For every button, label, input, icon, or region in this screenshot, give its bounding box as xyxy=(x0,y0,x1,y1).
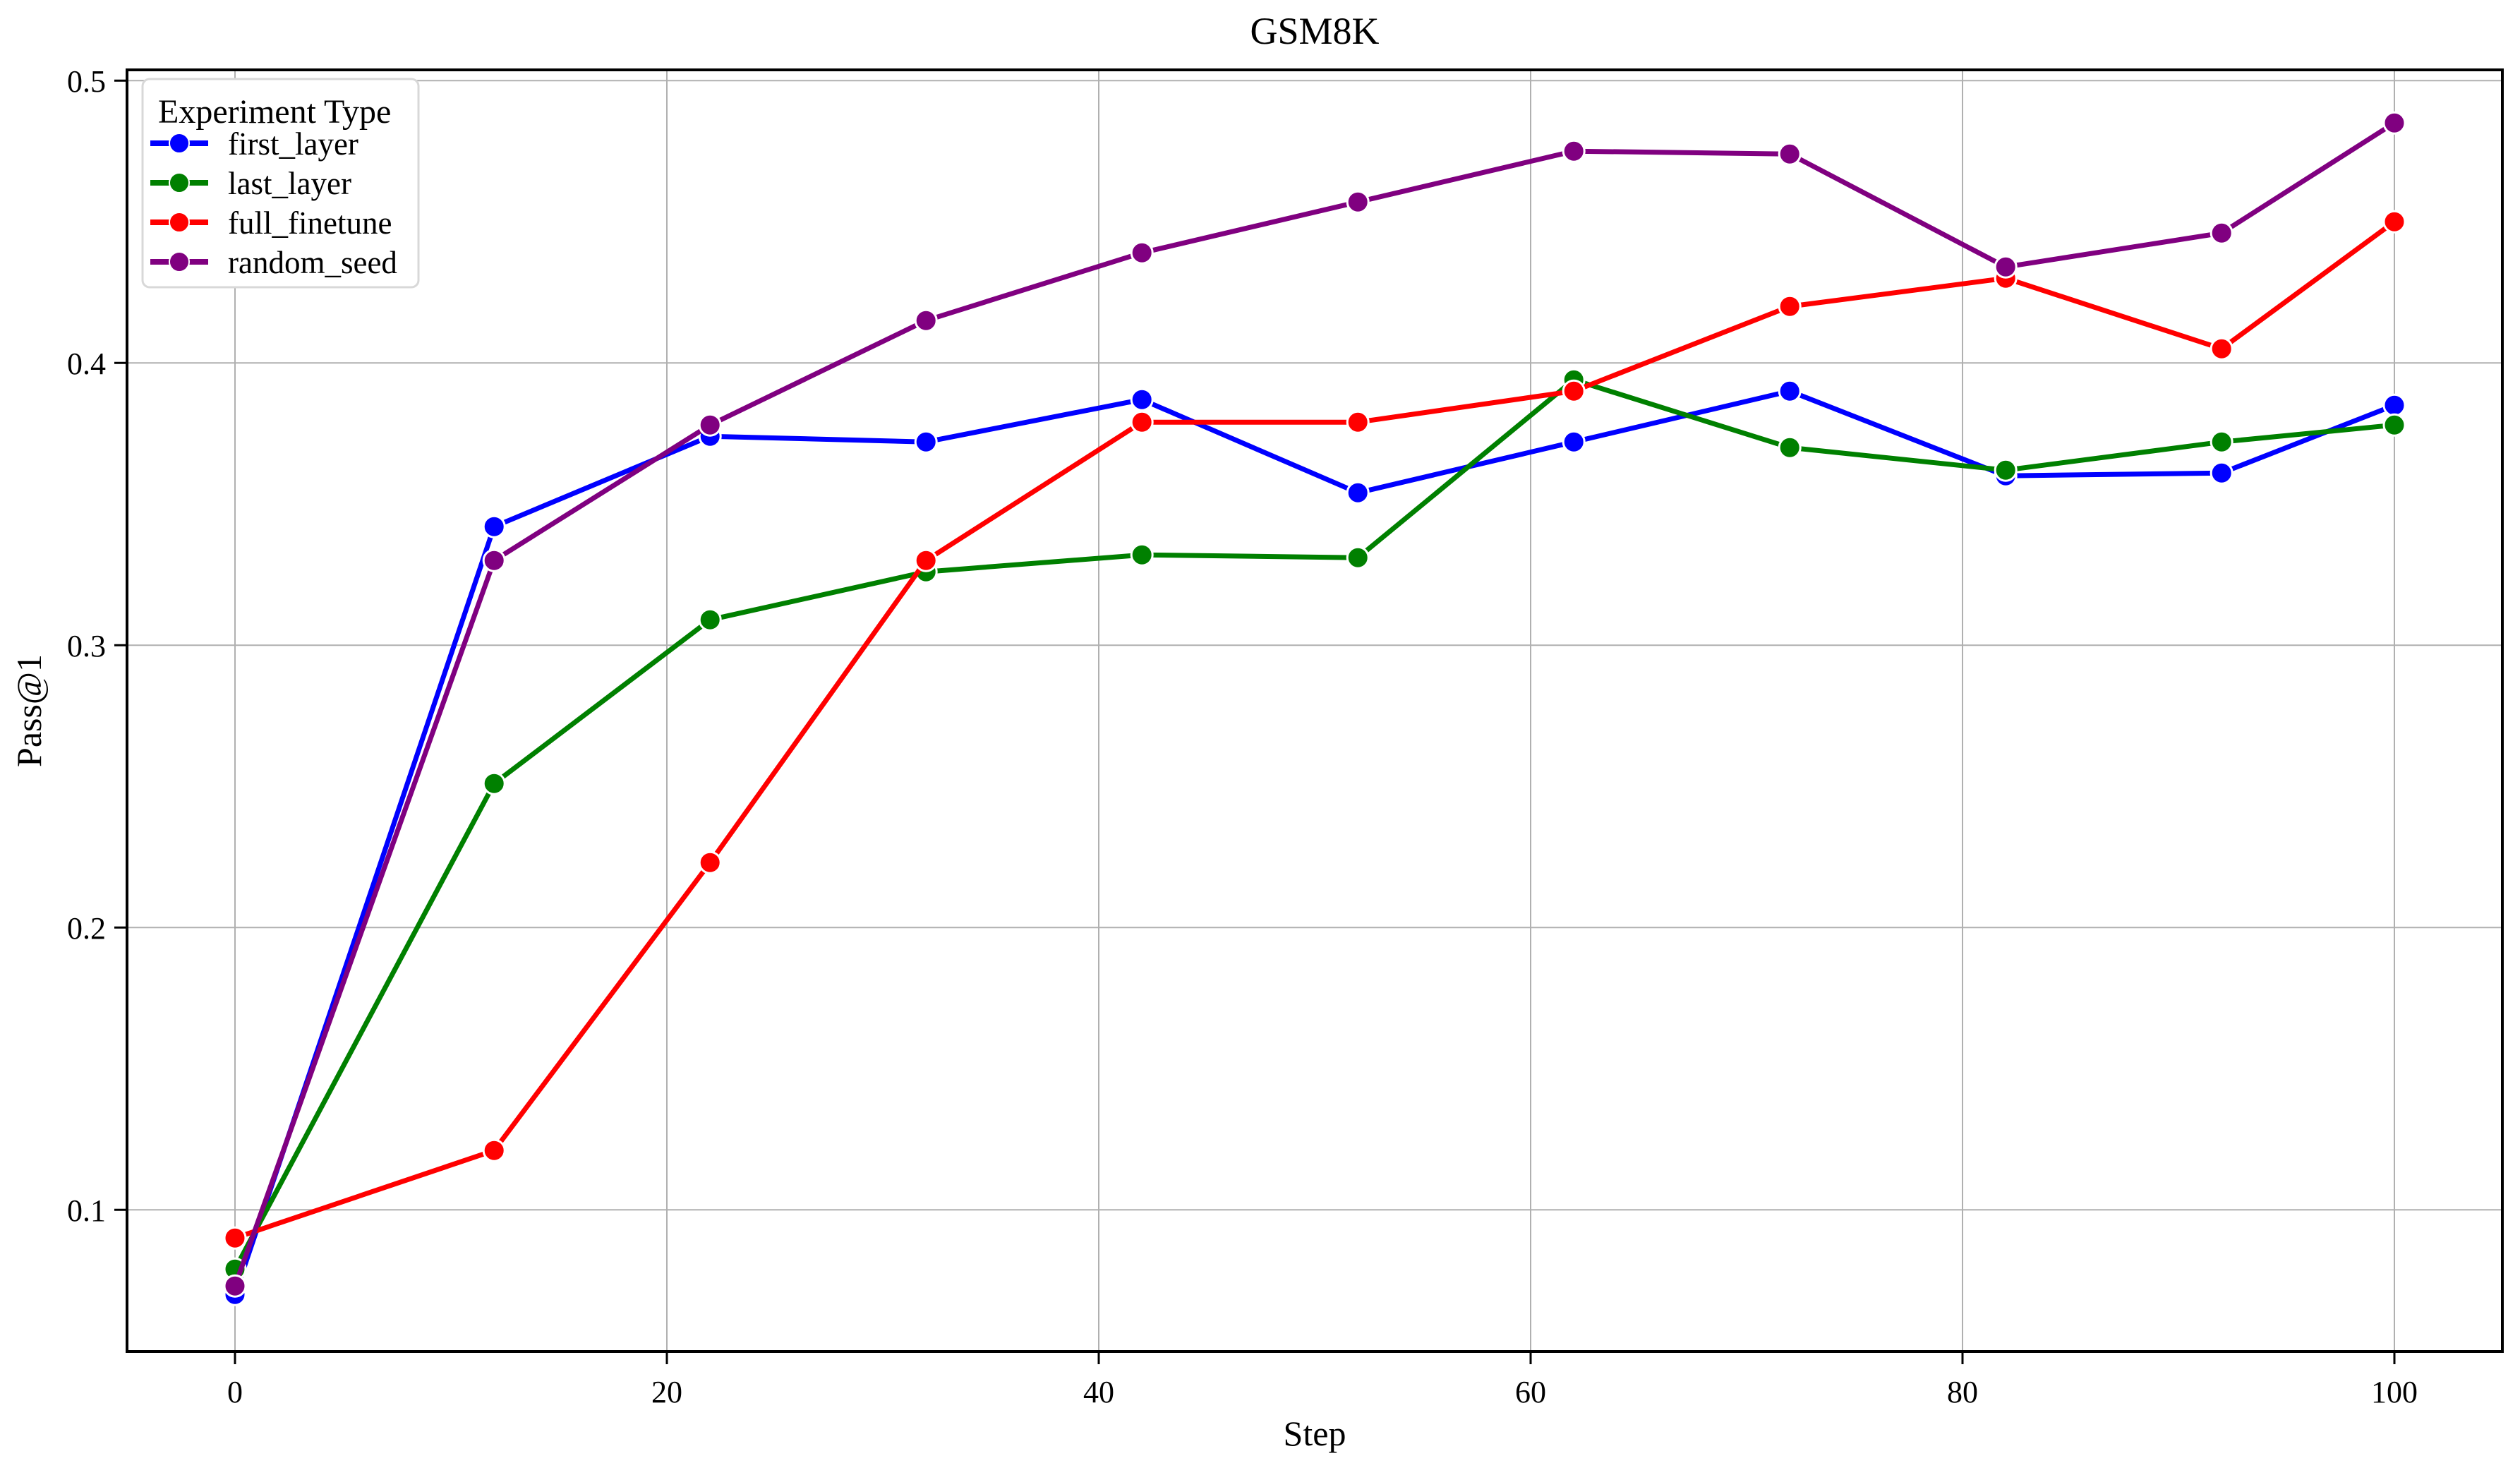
data-point xyxy=(482,514,506,538)
data-point xyxy=(1346,481,1370,505)
data-point xyxy=(2382,393,2406,417)
data-point xyxy=(2382,111,2406,135)
data-point xyxy=(1130,410,1154,434)
data-point xyxy=(1346,410,1370,434)
data-point xyxy=(1562,430,1586,454)
data-point xyxy=(1778,435,1802,459)
data-point xyxy=(482,548,506,572)
data-point xyxy=(223,1226,247,1250)
data-point xyxy=(1346,546,1370,570)
y-tick-label: 0.3 xyxy=(67,629,106,663)
data-point xyxy=(914,430,938,454)
y-tick-label: 0.4 xyxy=(67,347,106,381)
data-point xyxy=(1778,294,1802,318)
legend-marker xyxy=(169,172,190,193)
gridlines xyxy=(127,70,2502,1351)
data-point xyxy=(914,548,938,572)
data-point xyxy=(2209,337,2233,361)
data-point xyxy=(1778,142,1802,166)
data-point xyxy=(698,850,722,874)
data-point xyxy=(1778,379,1802,403)
legend-entry-first_layer: first_layer xyxy=(150,126,358,162)
data-point xyxy=(1562,139,1586,163)
data-point xyxy=(698,413,722,437)
legend-title: Experiment Type xyxy=(158,93,391,131)
data-point xyxy=(2209,430,2233,454)
legend-marker xyxy=(169,251,190,272)
x-axis-label: Step xyxy=(1284,1414,1346,1453)
legend-entry-last_layer: last_layer xyxy=(150,166,351,201)
chart-title: GSM8K xyxy=(1250,10,1379,52)
series-line xyxy=(232,219,2397,1241)
legend-label: first_layer xyxy=(228,126,358,162)
series-last_layer xyxy=(223,368,2406,1281)
data-series xyxy=(223,111,2406,1306)
data-point xyxy=(1562,379,1586,403)
legend-marker xyxy=(169,133,190,154)
data-point xyxy=(2382,413,2406,437)
data-point xyxy=(1994,458,2018,482)
x-tick-label: 40 xyxy=(1083,1375,1114,1409)
data-point xyxy=(482,1138,506,1162)
series-random_seed xyxy=(223,111,2406,1298)
series-line xyxy=(232,388,2397,1297)
y-tick-label: 0.1 xyxy=(67,1193,106,1228)
legend-entry-full_finetune: full_finetune xyxy=(150,205,392,241)
data-point xyxy=(482,771,506,795)
legend-box xyxy=(141,78,420,289)
data-point xyxy=(1130,543,1154,567)
plot-frame xyxy=(126,68,2504,1353)
legend-label: random_seed xyxy=(228,245,397,280)
axis-ticks xyxy=(114,79,2396,1364)
legend-label: last_layer xyxy=(228,166,351,201)
x-tick-label: 60 xyxy=(1515,1375,1546,1409)
x-tick-label: 80 xyxy=(1947,1375,1978,1409)
data-point xyxy=(223,1274,247,1298)
data-point xyxy=(1130,241,1154,265)
y-tick-label: 0.5 xyxy=(67,64,106,99)
data-point xyxy=(2382,210,2406,234)
series-line xyxy=(232,377,2397,1272)
legend-entries: first_layer last_layer full_finetunerandom… xyxy=(150,126,397,280)
tick-labels: 0 20 40 60 80 100 0.1 0.2 0.3 0.4 0.5 xyxy=(67,64,2418,1409)
data-point xyxy=(2209,461,2233,485)
series-first_layer xyxy=(223,379,2406,1306)
series-full_finetune xyxy=(223,210,2406,1250)
data-point xyxy=(1346,190,1370,214)
data-point xyxy=(1130,387,1154,411)
legend-label: full_finetune xyxy=(228,205,392,241)
data-point xyxy=(914,308,938,332)
data-point xyxy=(2209,221,2233,245)
data-point xyxy=(698,608,722,632)
x-tick-label: 20 xyxy=(651,1375,682,1409)
y-tick-label: 0.2 xyxy=(67,911,106,946)
legend-marker xyxy=(169,212,190,233)
legend: Experiment Type first_layer last_layerful… xyxy=(141,78,420,289)
data-point xyxy=(1994,255,2018,279)
x-tick-label: 0 xyxy=(227,1375,243,1409)
x-tick-label: 100 xyxy=(2371,1375,2418,1409)
y-axis-label: Pass@1 xyxy=(9,654,49,767)
legend-entry-random_seed: random_seed xyxy=(150,245,397,280)
